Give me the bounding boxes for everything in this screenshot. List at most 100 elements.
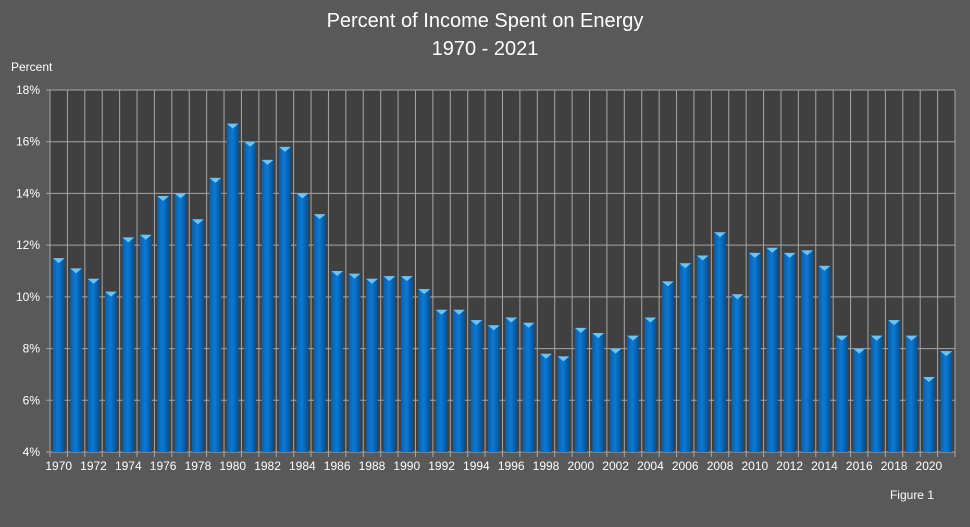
bar-2018 <box>888 320 901 452</box>
bar-2003 <box>627 335 639 452</box>
x-tick-label: 2004 <box>637 459 664 473</box>
bar-cap-1973 <box>104 291 117 297</box>
bar-cap-1987 <box>348 273 361 279</box>
x-tick-label: 1998 <box>533 459 560 473</box>
x-tick-label: 2012 <box>776 459 803 473</box>
bar-2021 <box>940 351 953 452</box>
bar-1980 <box>226 123 239 452</box>
bar-1982 <box>261 159 274 453</box>
bar-2011 <box>766 247 779 452</box>
bar-1992 <box>435 309 448 452</box>
y-axis-label: Percent <box>11 60 53 74</box>
bar-1978 <box>192 219 204 452</box>
bar-cap-2009 <box>731 294 744 300</box>
bar-cap-2010 <box>748 252 761 258</box>
bar-cap-1985 <box>313 214 326 220</box>
bar-cap-2017 <box>870 335 883 341</box>
bar-2007 <box>696 255 709 452</box>
bar-1999 <box>557 356 570 452</box>
x-tick-label: 2008 <box>707 459 734 473</box>
bar-1979 <box>209 177 222 452</box>
x-tick-label: 1988 <box>359 459 386 473</box>
bar-1972 <box>87 278 100 452</box>
bar-cap-2003 <box>627 335 639 341</box>
bar-1991 <box>418 289 431 452</box>
x-tick-label: 1972 <box>80 459 107 473</box>
bar-1981 <box>244 141 257 452</box>
bar-cap-1980 <box>226 123 239 129</box>
bar-cap-1975 <box>139 234 152 240</box>
bar-cap-2016 <box>853 348 866 354</box>
bar-1989 <box>383 276 396 452</box>
bar-cap-2014 <box>818 265 831 271</box>
bar-2013 <box>801 250 813 452</box>
y-tick-label: 8% <box>23 342 41 356</box>
bar-1987 <box>348 273 361 452</box>
bar-cap-2004 <box>644 317 657 323</box>
bar-cap-1978 <box>192 219 204 225</box>
bar-cap-1998 <box>540 353 552 359</box>
bar-1995 <box>487 325 500 452</box>
bar-1974 <box>122 237 135 452</box>
bar-cap-2021 <box>940 351 953 357</box>
chart-title: Percent of Income Spent on Energy <box>326 10 644 32</box>
bar-cap-2001 <box>592 333 605 339</box>
x-tick-label: 1996 <box>498 459 525 473</box>
y-tick-label: 6% <box>23 393 41 407</box>
bar-1990 <box>400 276 413 452</box>
bar-1985 <box>313 214 326 452</box>
bar-cap-1988 <box>366 278 378 284</box>
bar-2004 <box>644 317 657 452</box>
bar-1994 <box>470 320 483 452</box>
bar-cap-1993 <box>453 309 465 315</box>
x-tick-label: 2006 <box>672 459 699 473</box>
bar-1970 <box>52 258 65 452</box>
bar-2006 <box>679 263 692 452</box>
bar-1971 <box>70 268 83 452</box>
x-tick-label: 1970 <box>45 459 72 473</box>
x-tick-label: 1990 <box>393 459 420 473</box>
bar-cap-1976 <box>157 196 170 202</box>
bar-cap-2018 <box>888 320 901 326</box>
x-tick-label: 1992 <box>428 459 455 473</box>
bar-2012 <box>783 252 796 452</box>
bar-cap-2007 <box>696 255 709 261</box>
bar-cap-1991 <box>418 289 431 295</box>
bar-cap-1981 <box>244 141 257 147</box>
bar-cap-2019 <box>905 335 918 341</box>
x-tick-label: 2010 <box>742 459 769 473</box>
bar-cap-1974 <box>122 237 135 243</box>
bar-cap-1983 <box>279 146 291 152</box>
bar-2005 <box>661 281 674 452</box>
y-tick-label: 18% <box>16 83 40 97</box>
bar-2016 <box>853 348 866 452</box>
chart-subtitle: 1970 - 2021 <box>431 38 539 60</box>
bar-cap-1994 <box>470 320 483 326</box>
bar-2010 <box>748 252 761 452</box>
bar-cap-2012 <box>783 252 796 258</box>
bar-1977 <box>174 193 187 452</box>
bar-1976 <box>157 196 170 452</box>
x-tick-label: 1994 <box>463 459 490 473</box>
x-tick-label: 2016 <box>846 459 873 473</box>
bar-1973 <box>104 291 117 452</box>
bar-cap-1995 <box>487 325 500 331</box>
bar-2015 <box>835 335 848 452</box>
x-tick-label: 2002 <box>602 459 629 473</box>
bar-cap-2013 <box>801 250 813 256</box>
bar-cap-2002 <box>609 348 622 354</box>
bar-cap-2015 <box>835 335 848 341</box>
bar-2017 <box>870 335 883 452</box>
figure-label: Figure 1 <box>889 488 934 502</box>
bar-cap-1997 <box>522 322 535 328</box>
bar-cap-1979 <box>209 177 222 183</box>
bar-1998 <box>540 353 552 452</box>
x-tick-label: 1980 <box>219 459 246 473</box>
bar-1993 <box>453 309 465 452</box>
bar-1997 <box>522 322 535 452</box>
bar-cap-1989 <box>383 276 396 282</box>
bar-cap-1970 <box>52 258 65 264</box>
bar-1988 <box>366 278 378 452</box>
bar-2019 <box>905 335 918 452</box>
